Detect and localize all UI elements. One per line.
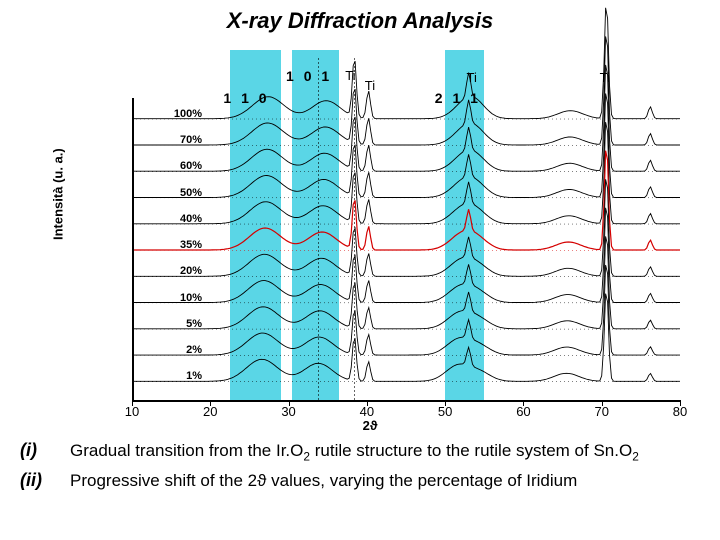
slide-title: X-ray Diffraction Analysis bbox=[0, 8, 720, 34]
series-label: 70% bbox=[142, 134, 202, 146]
xrd-trace bbox=[132, 151, 680, 250]
series-label: 2% bbox=[142, 344, 202, 356]
note-row: (ii)Progressive shift of the 2ϑ values, … bbox=[20, 470, 700, 491]
x-tick: 20 bbox=[195, 404, 225, 419]
series-label: 60% bbox=[142, 160, 202, 172]
xrd-trace bbox=[132, 294, 680, 382]
x-tick: 40 bbox=[352, 404, 382, 419]
series-label: 35% bbox=[142, 239, 202, 251]
xrd-trace bbox=[132, 265, 680, 355]
x-tick: 70 bbox=[587, 404, 617, 419]
ti-peak-label: Ti bbox=[600, 70, 610, 85]
xrd-trace bbox=[132, 179, 680, 276]
x-tick: 30 bbox=[274, 404, 304, 419]
series-label: 100% bbox=[142, 108, 202, 120]
x-tick: 50 bbox=[430, 404, 460, 419]
notes-section: (i)Gradual transition from the Ir.O2 rut… bbox=[20, 440, 700, 498]
miller-index-label: 1 0 1 bbox=[286, 68, 332, 84]
x-tick: 80 bbox=[665, 404, 695, 419]
note-number: (i) bbox=[20, 440, 70, 461]
plot-area bbox=[132, 98, 680, 400]
series-label: 10% bbox=[142, 292, 202, 304]
series-label: 1% bbox=[142, 370, 202, 382]
note-text: Gradual transition from the Ir.O2 rutile… bbox=[70, 440, 639, 464]
series-label: 50% bbox=[142, 187, 202, 199]
xrd-trace bbox=[132, 208, 680, 303]
ti-peak-label: Ti bbox=[365, 78, 375, 93]
x-tick: 60 bbox=[508, 404, 538, 419]
miller-index-label: 1 1 0 bbox=[223, 90, 269, 106]
note-row: (i)Gradual transition from the Ir.O2 rut… bbox=[20, 440, 700, 464]
series-label: 40% bbox=[142, 213, 202, 225]
series-label: 20% bbox=[142, 265, 202, 277]
miller-index-label: 2 1 1 bbox=[435, 90, 481, 106]
y-axis bbox=[132, 98, 134, 402]
y-axis-label: Intensità (u. a.) bbox=[51, 148, 66, 240]
note-number: (ii) bbox=[20, 470, 70, 491]
ti-peak-label: Ti bbox=[345, 68, 355, 83]
xrd-trace bbox=[132, 122, 680, 224]
note-text: Progressive shift of the 2ϑ values, vary… bbox=[70, 470, 577, 491]
xrd-figure: Intensità (u. a.) 100%70%60%50%40%35%20%… bbox=[60, 50, 680, 430]
xrd-trace bbox=[132, 94, 680, 198]
ti-peak-label: Ti bbox=[467, 70, 477, 85]
x-axis bbox=[132, 400, 680, 402]
series-label: 5% bbox=[142, 318, 202, 330]
xrd-trace bbox=[132, 36, 680, 145]
x-axis-label: 2ϑ bbox=[363, 418, 378, 433]
x-tick: 10 bbox=[117, 404, 147, 419]
